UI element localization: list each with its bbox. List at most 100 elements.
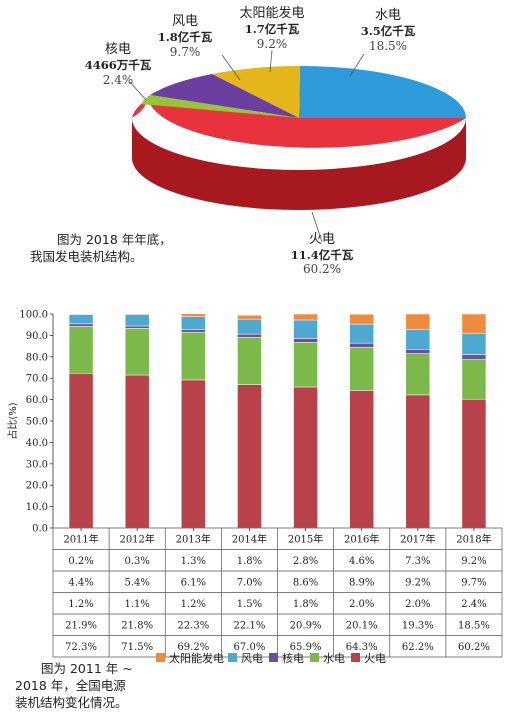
- y-tick-label: 40.0: [26, 438, 48, 449]
- bar-segment: [181, 316, 206, 330]
- pie-label-hydro-pct: 18.5%: [369, 39, 407, 53]
- y-tick-label: 30.0: [26, 459, 48, 470]
- legend-label: 太阳能发电: [169, 651, 224, 665]
- table-cell: 0.2%: [68, 556, 93, 567]
- bar-segment: [349, 323, 374, 344]
- bar-segment: [124, 328, 150, 376]
- table-cell: 2.4%: [461, 599, 486, 610]
- x-category-label: 2012年: [119, 533, 154, 546]
- legend-swatch: [310, 653, 319, 662]
- table-cell: 2.0%: [349, 599, 374, 610]
- legend-label: 水电: [323, 652, 345, 665]
- bar-segment: [124, 325, 150, 329]
- bar-segment: [237, 318, 262, 335]
- y-tick-label: 10.0: [26, 502, 48, 513]
- bar-segment: [461, 359, 487, 400]
- table-cell: 21.8%: [121, 621, 153, 632]
- table-cell: 20.9%: [290, 621, 322, 632]
- pie-label-wind-pct: 9.7%: [170, 45, 201, 59]
- bar-segment: [237, 315, 262, 320]
- bar-segment: [293, 313, 318, 321]
- x-category-label: 2011年: [63, 533, 98, 546]
- table-cell: 62.2%: [402, 642, 434, 653]
- table-cell: 8.9%: [349, 578, 374, 589]
- y-tick-label: 20.0: [26, 481, 48, 492]
- legend-swatch: [228, 653, 237, 662]
- bar-segment: [181, 313, 206, 317]
- pie-thermal-side: [132, 118, 466, 210]
- pie-slice-wind: [150, 74, 299, 118]
- table-cell: 9.2%: [405, 578, 430, 589]
- bar-segment: [124, 314, 150, 327]
- table-cell: 1.5%: [237, 599, 262, 610]
- table-cell: 19.3%: [402, 621, 434, 632]
- bar-segment: [68, 326, 94, 374]
- table-cell: 60.2%: [458, 642, 490, 653]
- pie-label-thermal-value: 11.4亿千瓦: [291, 248, 354, 262]
- bar-segment: [349, 313, 374, 325]
- x-category-label: 2016年: [344, 533, 379, 546]
- bar-segment: [349, 390, 374, 529]
- bar-segment: [405, 353, 431, 396]
- bar-segment: [293, 386, 318, 529]
- x-category-label: 2017年: [400, 533, 435, 546]
- bar-segment: [68, 323, 94, 327]
- bar-segment: [405, 349, 431, 354]
- bar-segment: [124, 313, 150, 315]
- legend-label: 核电: [282, 651, 304, 665]
- bar-segment: [68, 373, 94, 529]
- bar-segment: [181, 331, 206, 381]
- pie-slice-solar: [212, 66, 300, 118]
- bar-segment: [405, 394, 431, 529]
- bottom-caption-line1: 图为 2011 年 ~: [41, 661, 133, 676]
- table-cell: 1.2%: [181, 599, 206, 610]
- table-cell: 1.8%: [237, 556, 262, 567]
- bar-segment: [124, 374, 150, 529]
- x-category-label: 2014年: [232, 533, 267, 546]
- bar-segment: [405, 329, 431, 350]
- y-tick-label: 0.0: [32, 524, 48, 535]
- y-tick-label: 80.0: [26, 352, 48, 363]
- pie-label-wind-value: 1.8亿千瓦: [158, 30, 213, 44]
- x-category-label: 2018年: [456, 533, 491, 546]
- pie-caption-line1: 图为 2018 年年底，: [57, 232, 172, 247]
- legend-label: 风电: [241, 652, 263, 665]
- y-tick-label: 100.0: [19, 310, 48, 321]
- y-axis-ticks: 0.0 10.0 20.0 30.0 40.0 50.0 60.0 70.0 80.0 90.0 1…: [19, 310, 53, 535]
- x-category-label: 2013年: [176, 533, 211, 546]
- stacked-bar-chart: 0.0 10.0 20.0 30.0 40.0 50.0 60.0 70.0 80.0 90.0 1…: [6, 310, 503, 665]
- bar-segment: [181, 329, 206, 333]
- table-cell: 5.4%: [124, 578, 149, 589]
- bar-segment: [349, 347, 374, 391]
- table-cell: 2.0%: [405, 599, 430, 610]
- y-tick-label: 90.0: [26, 331, 48, 342]
- bar-segment: [349, 342, 374, 348]
- bar-stacks: [68, 313, 487, 529]
- table-cell: 9.7%: [461, 578, 486, 589]
- legend-swatch: [156, 653, 165, 662]
- legend-swatch: [351, 653, 360, 662]
- pie-slice-hydro: [299, 66, 467, 118]
- chart-legend: 太阳能发电 风电 核电 水电 火电: [156, 651, 386, 665]
- bottom-caption-line2: 2018 年，全国电源: [15, 678, 126, 693]
- data-table: 2011年 2012年 2013年 2014年 2015年 2016年 2017年 2018年…: [52, 527, 503, 658]
- bar-segment: [68, 314, 94, 325]
- pie-label-nuclear-value: 4466万千瓦: [85, 58, 152, 72]
- table-cell: 7.0%: [237, 578, 262, 589]
- pie-label-hydro-name: 水电: [375, 8, 401, 23]
- bar-segment: [237, 384, 262, 529]
- bar-segment: [293, 319, 318, 339]
- pie-label-nuclear-pct: 2.4%: [103, 73, 134, 87]
- pie-label-wind-name: 风电: [172, 14, 198, 29]
- bar-segment: [405, 313, 431, 330]
- table-cell: 22.3%: [177, 621, 209, 632]
- table-cell: 2.8%: [293, 556, 318, 567]
- y-tick-label: 50.0: [26, 417, 48, 428]
- bar-segment: [181, 379, 206, 529]
- bar-segment: [461, 333, 487, 355]
- legend-label: 火电: [364, 652, 386, 665]
- table-cell: 72.3%: [65, 642, 97, 653]
- table-cell: 1.1%: [124, 599, 149, 610]
- pie-label-nuclear-name: 核电: [105, 42, 131, 57]
- pie-label-hydro-value: 3.5亿千瓦: [361, 24, 416, 38]
